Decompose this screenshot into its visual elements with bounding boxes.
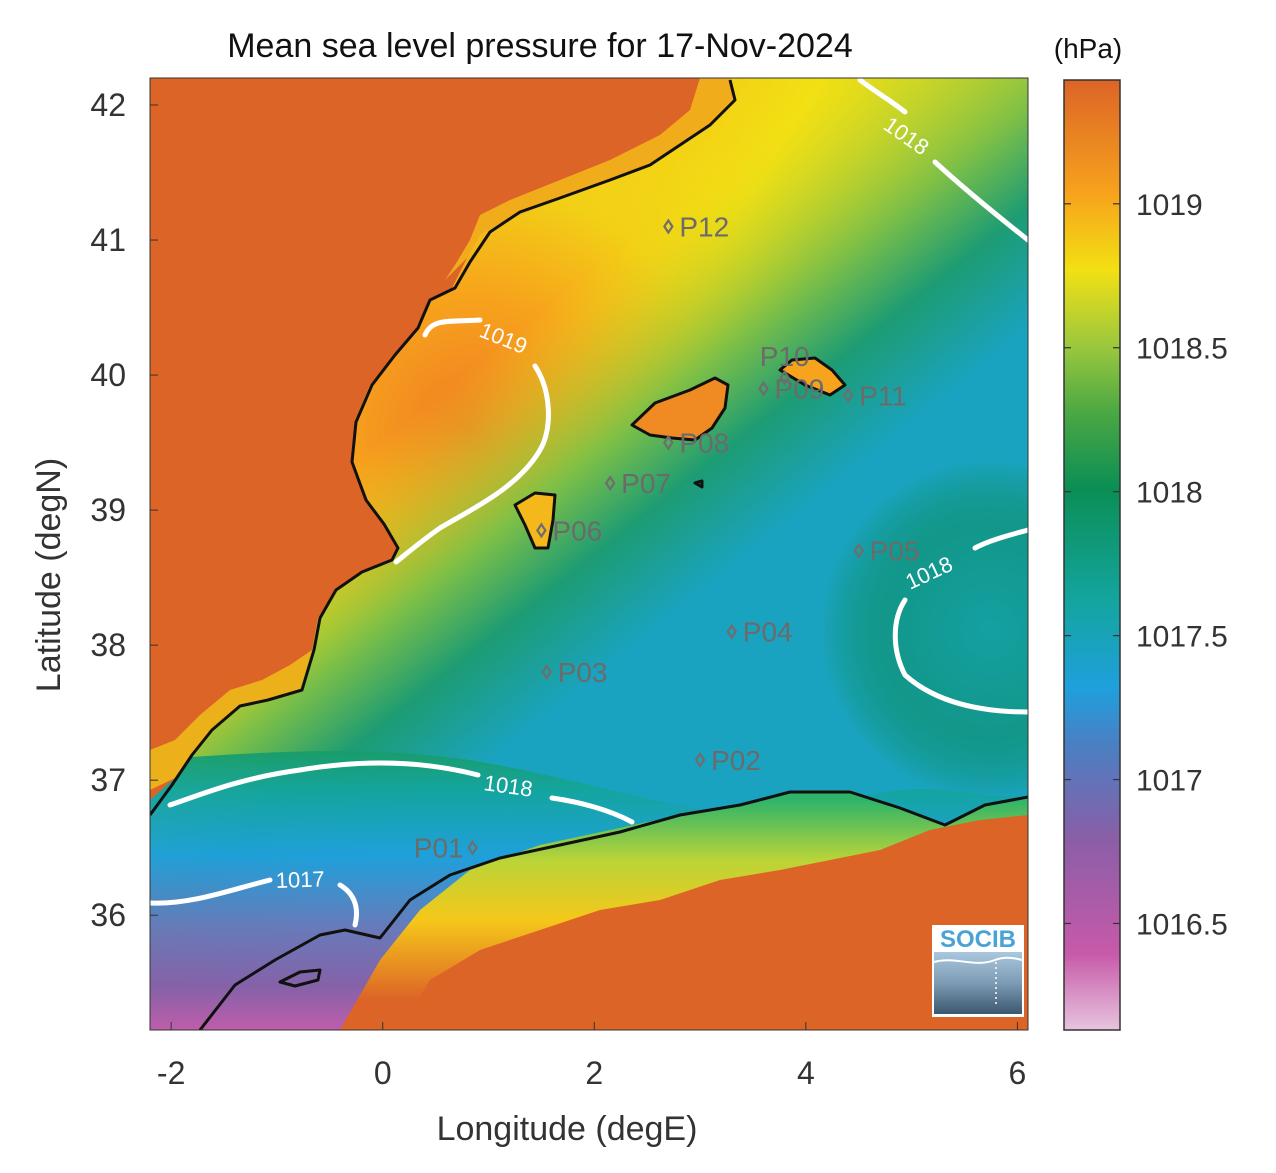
mallorca-coastline [630, 376, 730, 442]
y-axis-ticks: 36 37 38 39 40 41 42 [90, 87, 158, 933]
ibiza-coastline [513, 491, 557, 550]
isobar-1017 [150, 877, 359, 928]
colorbar-tick-label: 1016.5 [1136, 908, 1228, 941]
coastlines [150, 79, 1028, 1030]
colorbar: (hPa) 1016.5 1017 1017.5 1018 1018.5 1019 [1054, 33, 1228, 1031]
station-label: P02 [711, 745, 761, 776]
menorca-coastline [778, 356, 847, 397]
station-label: P05 [870, 536, 920, 567]
station-label: P10 [760, 341, 810, 372]
station-marker-icon [694, 751, 706, 768]
station-marker-icon [663, 218, 674, 235]
station-label: P09 [775, 374, 825, 405]
plot-frame [149, 77, 1029, 1031]
colorbar-unit: (hPa) [1054, 33, 1122, 64]
isobar-label-1017: 1017 [275, 866, 325, 893]
x-tick-label: 6 [1009, 1055, 1027, 1091]
station-p07: P07 [604, 468, 671, 499]
station-marker-icon [541, 664, 553, 681]
isobar-1018-east [892, 527, 1028, 715]
station-marker-icon [726, 623, 738, 640]
y-tick-label: 38 [90, 627, 126, 663]
y-axis-label: Latitude (degN) [30, 458, 68, 692]
station-label: P12 [679, 212, 729, 243]
y-tick-label: 42 [90, 87, 126, 123]
station-marker-icon [663, 434, 674, 451]
station-p11: P11 [842, 380, 907, 411]
station-marker-icon [758, 380, 769, 397]
station-p06: P06 [536, 515, 602, 546]
colorbar-ticks: 1016.5 1017 1017.5 1018 1018.5 1019 [1064, 189, 1228, 941]
colorbar-tick-label: 1017 [1136, 765, 1203, 798]
alboran-island [278, 968, 322, 988]
isobar-1018-south [167, 760, 635, 825]
station-p12: P12 [663, 212, 729, 243]
station-label: P07 [621, 468, 671, 499]
station-p10: P10 [760, 341, 810, 386]
x-axis-ticks: -2 0 2 4 6 [157, 1022, 1026, 1091]
x-tick-label: 2 [585, 1055, 603, 1091]
station-p09: P09 [758, 374, 825, 405]
station-label: P06 [552, 515, 602, 546]
station-marker-icon [604, 475, 616, 492]
socib-logo-text: SOCIB [940, 926, 1016, 953]
station-p08: P08 [663, 428, 729, 459]
isobar-1019 [393, 317, 551, 565]
colorbar-gradient [1063, 79, 1121, 1031]
socib-logo: SOCIB [932, 925, 1024, 1017]
x-tick-label: 4 [797, 1055, 815, 1091]
map-title: Mean sea level pressure for 17-Nov-2024 [227, 27, 853, 65]
y-tick-label: 39 [90, 492, 126, 528]
station-p05: P05 [853, 536, 920, 567]
colorbar-tick-label: 1018 [1136, 477, 1203, 510]
y-tick-label: 40 [90, 357, 126, 393]
iberia-coastline [150, 79, 737, 816]
colorbar-tick-label: 1017.5 [1136, 621, 1228, 654]
station-p01: P01 [414, 833, 478, 864]
x-tick-label: -2 [157, 1055, 185, 1091]
station-p04: P04 [726, 617, 793, 648]
station-label: P11 [859, 380, 907, 411]
station-label: P08 [679, 428, 729, 459]
station-label: P03 [558, 657, 608, 688]
station-label: P04 [743, 617, 793, 648]
y-tick-label: 36 [90, 897, 126, 933]
y-tick-label: 37 [90, 762, 126, 798]
station-marker-icon [779, 369, 791, 386]
station-marker-icon [467, 839, 478, 856]
colorbar-tick-label: 1019 [1136, 189, 1203, 222]
colorbar-tick-label: 1018.5 [1136, 333, 1228, 366]
pressure-field [150, 78, 1028, 1030]
station-marker-icon [536, 522, 547, 539]
iberia-land [150, 78, 735, 800]
isobar-1018-north [857, 78, 1028, 243]
station-marker-icon [853, 542, 865, 559]
x-tick-label: 0 [374, 1055, 392, 1091]
station-p02: P02 [694, 745, 761, 776]
y-tick-label: 41 [90, 222, 126, 258]
station-marker-icon [842, 387, 854, 404]
station-label: P01 [414, 833, 464, 864]
isobars [150, 78, 1028, 928]
station-p03: P03 [541, 657, 608, 688]
cabrera-island [693, 479, 704, 489]
x-axis-label: Longitude (degE) [437, 1110, 698, 1148]
africa-coastline [198, 790, 1028, 1030]
